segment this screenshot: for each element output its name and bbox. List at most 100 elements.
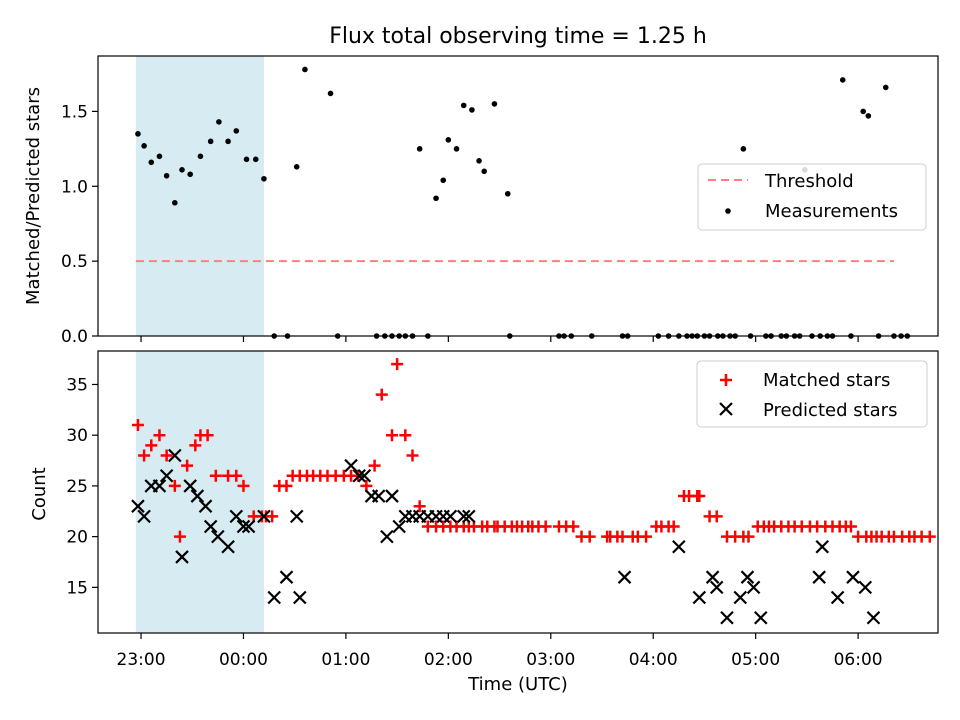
- measurement-point: [252, 156, 259, 163]
- measurement-point: [481, 168, 487, 175]
- top-panel-frame: [97, 55, 939, 337]
- predicted-star-point: [617, 570, 632, 584]
- matched-star-point: [153, 429, 166, 442]
- legend-measurements-swatch: [725, 208, 731, 214]
- bottom-x-tick-label: 01:00: [321, 650, 370, 670]
- matched-star-point: [131, 419, 144, 432]
- bottom-x-tick-label: 06:00: [834, 650, 883, 670]
- matched-star-point: [710, 510, 723, 523]
- matched-star-point: [844, 520, 857, 533]
- matched-star-point: [406, 449, 419, 462]
- matched-star-point: [616, 530, 629, 543]
- bottom-y-tick-label: 35: [66, 375, 88, 395]
- predicted-star-point: [830, 590, 845, 605]
- bottom-x-tick-label: 02:00: [424, 650, 473, 670]
- predicted-star-point: [380, 529, 394, 544]
- predicted-star-point: [462, 509, 476, 524]
- predicted-star-point: [211, 529, 225, 544]
- predicted-star-point: [443, 509, 458, 524]
- predicted-star-point: [709, 580, 724, 595]
- measurement-point: [156, 153, 163, 160]
- predicted-star-point: [267, 590, 281, 605]
- predicted-star-point: [289, 509, 304, 524]
- measurement-point: [440, 177, 447, 184]
- predicted-star-point: [190, 489, 205, 503]
- measurement-point: [882, 84, 889, 91]
- predicted-star-point: [705, 570, 720, 584]
- measurement-point: [216, 119, 222, 125]
- legend-matched-swatch: [720, 374, 732, 386]
- measurement-point: [179, 166, 185, 173]
- matched-star-point: [173, 530, 186, 543]
- measurement-point: [207, 138, 214, 145]
- bottom-x-axis: 23:00 00:00 01:00 02:00 03:00 04:00 05:00 06:00: [117, 633, 883, 670]
- measurement-point: [225, 138, 231, 145]
- top-panel: 0.0 0.5 1.0 1.5 Matched/Predicted stars Thr…: [23, 55, 939, 347]
- legend-predicted-label: Predicted stars: [763, 400, 897, 421]
- predicted-star-point: [131, 499, 145, 513]
- bottom-y-axis: 15 20 25 30 35: [66, 375, 98, 598]
- bottom-y-tick-label: 30: [66, 426, 88, 446]
- matched-star-point: [667, 520, 680, 533]
- bottom-y-tick-label: 25: [66, 477, 88, 497]
- predicted-star-point: [344, 458, 358, 473]
- predicted-star-point: [815, 539, 830, 554]
- predicted-star-point: [392, 519, 406, 534]
- predicted-star-point: [175, 550, 189, 564]
- matched-star-point: [640, 530, 653, 543]
- predicted-star-point: [357, 468, 372, 483]
- matched-star-point: [280, 479, 293, 492]
- matched-star-point: [923, 530, 936, 543]
- measurement-point: [163, 172, 170, 179]
- measurement-point: [865, 113, 872, 119]
- predicted-star-point: [229, 509, 244, 524]
- legend-measurements-label: Measurements: [765, 201, 898, 222]
- top-y-tick-label: 1.0: [61, 177, 88, 197]
- predicted-star-point: [236, 519, 251, 534]
- legend-threshold-label: Threshold: [764, 171, 854, 192]
- measurement-point: [476, 158, 482, 164]
- measurement-point: [416, 146, 423, 152]
- measurement-point: [327, 90, 334, 97]
- predicted-star-point: [137, 509, 151, 524]
- top-x-ticks: [140, 336, 859, 342]
- matched-star-point: [375, 388, 388, 401]
- matched-star-point: [399, 429, 412, 442]
- predicted-star-point: [241, 519, 256, 534]
- predicted-star-point: [846, 570, 860, 584]
- top-y-tick-label: 0.0: [61, 327, 88, 347]
- predicted-star-point: [257, 509, 271, 524]
- measurement-point: [293, 164, 300, 170]
- matched-star-point: [237, 479, 250, 492]
- predicted-star-point: [733, 590, 748, 605]
- matched-star-point: [539, 520, 552, 533]
- predicted-star-point: [740, 570, 755, 584]
- predicted-star-point: [221, 539, 235, 554]
- bottom-panel-frame: [97, 350, 939, 634]
- predicted-star-point: [279, 570, 294, 584]
- top-y-tick-label: 1.5: [61, 102, 88, 122]
- matched-star-point: [583, 530, 596, 543]
- measurement-point: [141, 143, 147, 149]
- predicted-star-point: [168, 448, 182, 463]
- matched-star-point: [413, 500, 426, 513]
- predicted-star-point: [203, 519, 218, 534]
- measurement-point: [135, 131, 141, 137]
- measurement-point: [491, 101, 498, 107]
- measurement-point: [187, 171, 193, 178]
- predicted-star-point: [672, 539, 686, 554]
- bottom-y-label: Count: [29, 467, 50, 520]
- bottom-x-tick-label: 23:00: [117, 650, 166, 670]
- matched-star-point: [391, 358, 404, 371]
- measurement-point: [453, 146, 460, 152]
- predicted-star-point: [159, 468, 174, 483]
- predicted-star-point: [293, 590, 307, 605]
- top-y-label: Matched/Predicted stars: [23, 87, 44, 305]
- matched-star-point: [145, 439, 158, 452]
- measurement-point: [504, 190, 511, 197]
- measurement-point: [233, 128, 240, 134]
- bottom-x-tick-label: 00:00: [219, 650, 268, 670]
- measurement-point: [460, 102, 467, 109]
- matched-star-point: [693, 490, 706, 503]
- measurement-point: [261, 175, 267, 182]
